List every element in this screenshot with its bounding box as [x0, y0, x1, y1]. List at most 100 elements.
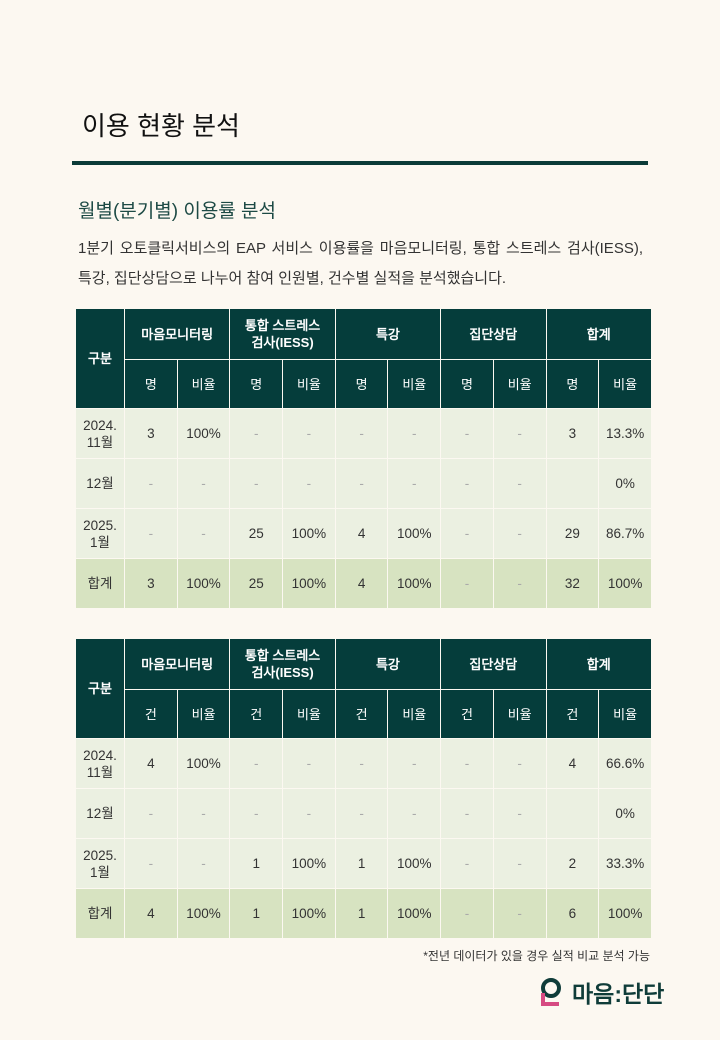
- cell: -: [492, 508, 547, 559]
- subheader: 비율: [598, 359, 652, 409]
- cell: -: [176, 508, 231, 559]
- cell: -: [124, 508, 178, 559]
- subheader: 명: [545, 359, 600, 409]
- subheader: 비율: [492, 359, 547, 409]
- data-row: 12월 - - - - - - - -0%: [75, 788, 652, 839]
- cell: -: [282, 738, 336, 789]
- data-row: 2025. 1월 - -1 100% 1 100% - -2 33.3%: [75, 838, 652, 889]
- subheader: 비율: [176, 359, 231, 409]
- group-header: 통합 스트레스 검사(IESS): [229, 308, 336, 360]
- cell: 86.7%: [598, 508, 652, 559]
- subheader: 비율: [492, 689, 547, 739]
- data-row: 12월 - - - - - - - -0%: [75, 458, 652, 509]
- subheader: 명: [440, 359, 494, 409]
- cell: [545, 788, 600, 839]
- cell: -: [334, 408, 389, 459]
- section-title: 월별(분기별) 이용률 분석: [78, 201, 277, 222]
- cell: 1: [229, 838, 284, 889]
- cell: -: [124, 788, 178, 839]
- data-row: 2024. 11월 3 100% - - - - - -3 13.3%: [75, 408, 652, 459]
- group-header: 집단상담: [440, 638, 547, 690]
- data-row: 2024. 11월 4 100% - - - - - -4 66.6%: [75, 738, 652, 789]
- page-title: 이용 현황 분석: [82, 111, 240, 141]
- subheader: 건: [545, 689, 600, 739]
- cell: -: [282, 458, 336, 509]
- row-label: 2025. 1월: [75, 838, 125, 889]
- cell: -: [124, 458, 178, 509]
- subheader: 건: [440, 689, 494, 739]
- data-row: 2025. 1월 - -25 100% 4 100% - -29 86.7%: [75, 508, 652, 559]
- cell: 100%: [176, 558, 231, 609]
- cell: 100%: [282, 558, 336, 609]
- cell: 66.6%: [598, 738, 652, 789]
- data-row: 합계 4 100% 1 100% 1 100% - -6 100%: [75, 888, 652, 939]
- cell: 1: [334, 888, 389, 939]
- cell: -: [440, 408, 494, 459]
- cell: 33.3%: [598, 838, 652, 889]
- cell: 6: [545, 888, 600, 939]
- cell: 100%: [598, 888, 652, 939]
- cell: 1: [334, 838, 389, 889]
- cell: -: [334, 738, 389, 789]
- cell: -: [440, 738, 494, 789]
- cell: [545, 458, 600, 509]
- cell: -: [492, 408, 547, 459]
- cell: -: [492, 458, 547, 509]
- row-label: 2024. 11월: [75, 408, 125, 459]
- logo-icon: [541, 978, 561, 1006]
- group-header: 특강: [334, 308, 442, 360]
- subheader: 건: [334, 689, 389, 739]
- cell: -: [492, 838, 547, 889]
- cell: -: [176, 788, 231, 839]
- cell: 100%: [282, 888, 336, 939]
- description: 1분기 오토클릭서비스의 EAP 서비스 이용률을 마음모니터링, 통합 스트레…: [78, 240, 643, 287]
- row-label: 12월: [75, 788, 125, 839]
- usage-table-people: 구분 마음모니터링 통합 스트레스 검사(IESS) 특강 집단상담 합계 명 비율 명 비율 명 비…: [75, 308, 652, 609]
- cell: 100%: [387, 558, 442, 609]
- data-row: 합계 3 100% 25 100% 4 100% - -32 100%: [75, 558, 652, 609]
- cell: 4: [124, 738, 178, 789]
- row-label: 2025. 1월: [75, 508, 125, 559]
- group-header: 마음모니터링: [123, 308, 231, 360]
- subheader-row: 건 비율 건 비율 건 비율 건 비율 건 비율: [76, 689, 652, 739]
- cell: -: [176, 458, 231, 509]
- subheader: 비율: [282, 359, 336, 409]
- cell: -: [282, 408, 336, 459]
- cell: 100%: [282, 838, 336, 889]
- cell: 100%: [387, 508, 442, 559]
- header-row: 구분 마음모니터링 통합 스트레스 검사(IESS) 특강 집단상담 합계: [75, 638, 652, 739]
- cell: 100%: [176, 888, 231, 939]
- cell: -: [229, 408, 284, 459]
- cell: -: [282, 788, 336, 839]
- cell: 100%: [282, 508, 336, 559]
- group-header: 합계: [545, 308, 652, 360]
- subheader: 명: [229, 359, 284, 409]
- cell: 100%: [387, 888, 442, 939]
- subheader: 비율: [176, 689, 231, 739]
- subheader: 비율: [282, 689, 336, 739]
- row-label: 2024. 11월: [75, 738, 125, 789]
- cell: -: [124, 838, 178, 889]
- cell: -: [492, 558, 547, 609]
- cell: 25: [229, 508, 284, 559]
- subheader: 명: [124, 359, 178, 409]
- cell: -: [440, 508, 494, 559]
- cell: 2: [545, 838, 600, 889]
- cell: 29: [545, 508, 600, 559]
- corner-header: 구분: [75, 308, 125, 409]
- group-header: 마음모니터링: [123, 638, 231, 690]
- cell: -: [440, 558, 494, 609]
- corner-header: 구분: [75, 638, 125, 739]
- row-label: 합계: [75, 888, 125, 939]
- cell: -: [440, 838, 494, 889]
- cell: 0%: [598, 788, 652, 839]
- subheader: 비율: [387, 359, 442, 409]
- group-header: 집단상담: [440, 308, 547, 360]
- cell: 13.3%: [598, 408, 652, 459]
- cell: -: [440, 458, 494, 509]
- title-rule: [72, 161, 648, 165]
- cell: 3: [545, 408, 600, 459]
- group-header: 통합 스트레스 검사(IESS): [229, 638, 336, 690]
- cell: -: [334, 788, 389, 839]
